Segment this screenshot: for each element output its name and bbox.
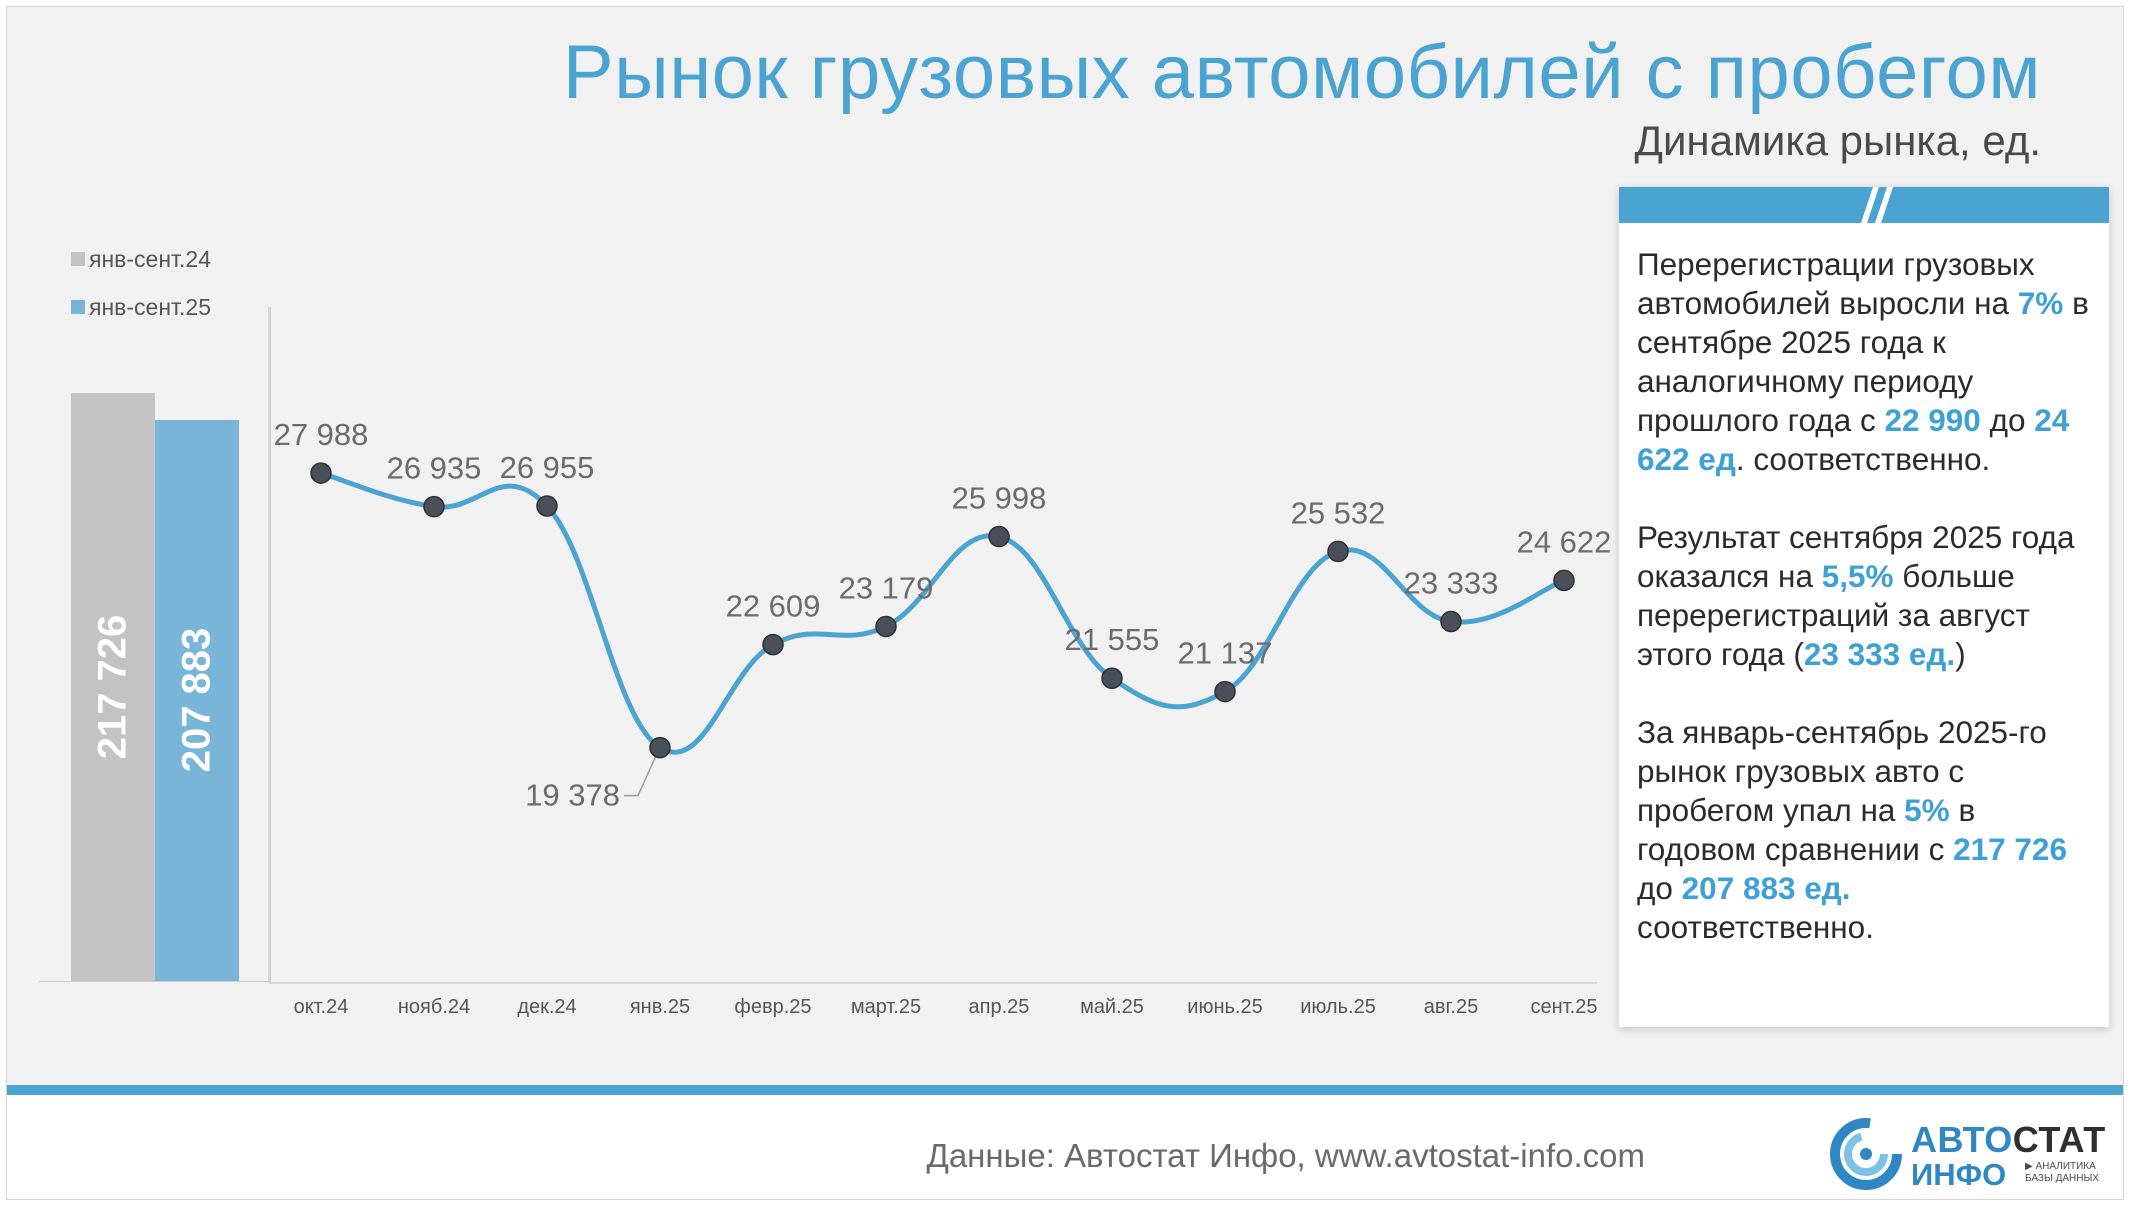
data-point xyxy=(536,495,558,517)
page-title: Рынок грузовых автомобилей с пробегом xyxy=(562,30,2041,115)
p3-highlight-pct: 5% xyxy=(1904,792,1950,828)
legend-swatch-curr xyxy=(71,300,85,314)
legend-swatch-prev xyxy=(71,252,85,266)
data-source: Данные: Автостат Инфо, www.avtostat-info… xyxy=(926,1137,1645,1174)
x-tick-label: март.25 xyxy=(851,996,921,1018)
footer: Данные: Автостат Инфо, www.avtostat-info… xyxy=(7,1095,2123,1199)
line-chart-svg: 27 988 26 935 26 955 19 378 22 609 23 179 25 9… xyxy=(268,307,1611,1018)
legend-item-curr: янв-сент.25 xyxy=(71,283,211,331)
data-point xyxy=(875,615,897,638)
logo-mark-icon xyxy=(1830,1118,1902,1190)
p3-text-3: соответственно. xyxy=(1637,909,1874,945)
x-tick-label: авг.25 xyxy=(1424,996,1478,1018)
data-point xyxy=(762,633,784,656)
p2-highlight-aug: 23 333 ед. xyxy=(1803,636,1956,672)
data-point xyxy=(1101,667,1123,689)
info-paragraph-1: Перерегистрации грузовых автомобилей выр… xyxy=(1637,245,2095,479)
p3-highlight-to: 207 883 ед. xyxy=(1681,870,1851,906)
data-label: 21 137 xyxy=(1178,636,1273,671)
x-tick-label: сент.25 xyxy=(1531,996,1598,1018)
logo-tagline-2: БАЗЫ ДАННЫХ xyxy=(2025,1173,2099,1184)
data-label: 26 955 xyxy=(500,450,595,485)
legend: янв-сент.24 янв-сент.25 xyxy=(71,235,211,331)
data-point xyxy=(310,462,332,484)
p1-text-3: . соответственно. xyxy=(1735,441,1991,477)
info-panel: Перерегистрации грузовых автомобилей выр… xyxy=(1619,187,2109,1027)
summary-bar-curr: 207 883 xyxy=(155,419,239,981)
info-panel-text: Перерегистрации грузовых автомобилей выр… xyxy=(1637,245,2095,986)
logo-wordmark-info: ИНФО xyxy=(1911,1157,2007,1192)
x-tick-label: май.25 xyxy=(1080,996,1144,1018)
legend-label-curr: янв-сент.25 xyxy=(89,293,211,320)
data-label: 19 378 xyxy=(525,778,620,813)
p2-text-1: больше перерегистраций за август этого г… xyxy=(1637,558,2030,672)
data-label: 25 998 xyxy=(952,481,1047,516)
legend-item-prev: янв-сент.24 xyxy=(71,235,211,283)
logo-wordmark-avto: АВТО xyxy=(1911,1119,2013,1160)
data-point xyxy=(1440,610,1462,633)
data-point xyxy=(649,736,671,759)
logo-wordmark: АВТОСТАТ xyxy=(1911,1119,2106,1161)
data-label: 24 622 xyxy=(1517,524,1612,559)
p1-text-1: в сентябре 2025 года к аналогичному пери… xyxy=(1637,285,2089,438)
data-label: 23 333 xyxy=(1404,566,1499,601)
info-paragraph-3: За январь-сентябрь 2025-го рынок грузовы… xyxy=(1637,713,2095,947)
x-tick-label: окт.24 xyxy=(294,996,349,1018)
p2-highlight-pct: 5,5% xyxy=(1821,558,1894,594)
summary-bar-curr-label: 207 883 xyxy=(174,628,219,773)
p2-text-0: Результат сентября 2025 года оказался на xyxy=(1637,519,2075,594)
logo: АВТОСТАТ ИНФО ▶ АНАЛИТИКА БАЗЫ ДАННЫХ xyxy=(1829,1117,2105,1193)
summary-bar-prev-label: 217 726 xyxy=(90,614,135,760)
x-tick-label: нояб.24 xyxy=(398,996,470,1018)
p1-highlight-to: 24 622 ед xyxy=(1637,402,2070,477)
p3-text-1: в годовом сравнении с xyxy=(1637,792,1976,867)
footer-divider xyxy=(7,1085,2123,1095)
slide: Рынок грузовых автомобилей с пробегом Ди… xyxy=(6,6,2124,1200)
data-point xyxy=(988,525,1010,548)
x-tick-label: июнь.25 xyxy=(1187,996,1262,1018)
p1-highlight-from: 22 990 xyxy=(1884,402,1981,438)
data-point xyxy=(1553,569,1575,592)
x-tick-label: июль.25 xyxy=(1300,996,1376,1018)
info-panel-header xyxy=(1619,187,2109,223)
data-label: 22 609 xyxy=(726,589,821,624)
summary-bar-chart: 217 726 207 883 xyxy=(39,307,271,982)
page-subtitle: Динамика рынка, ед. xyxy=(1634,117,2041,164)
p3-text-0: За январь-сентябрь 2025-го рынок грузовы… xyxy=(1637,714,2047,828)
data-label: 23 179 xyxy=(839,570,934,605)
line-chart: 27 988 26 935 26 955 19 378 22 609 23 179 25 9… xyxy=(257,297,1611,1018)
p1-text-0: Перерегистрации грузовых автомобилей выр… xyxy=(1637,246,2035,321)
data-label: 26 935 xyxy=(387,451,482,486)
data-point xyxy=(1327,540,1349,563)
summary-bar-prev: 217 726 xyxy=(71,393,155,981)
p3-text-2: до xyxy=(1637,870,1682,906)
logo-wordmark-stat: СТАТ xyxy=(2012,1119,2106,1160)
data-label: 21 555 xyxy=(1065,622,1160,657)
info-paragraph-2: Результат сентября 2025 года оказался на… xyxy=(1637,518,2095,674)
p3-highlight-from: 217 726 xyxy=(1953,831,2067,867)
data-label: 25 532 xyxy=(1291,495,1386,530)
x-tick-label: апр.25 xyxy=(969,996,1030,1018)
p2-text-2: ) xyxy=(1955,636,1966,672)
data-label: 27 988 xyxy=(274,417,369,452)
data-point xyxy=(1214,680,1236,703)
data-label-leader-line xyxy=(624,755,657,797)
x-tick-label: янв.25 xyxy=(630,996,690,1018)
slash-decoration-icon xyxy=(1861,187,1893,223)
logo-tagline-1: ▶ АНАЛИТИКА xyxy=(2025,1161,2096,1172)
x-tick-label: февр.25 xyxy=(734,996,811,1018)
x-tick-label: дек.24 xyxy=(517,996,576,1018)
data-point xyxy=(423,495,445,518)
logo-tagline: ▶ АНАЛИТИКА БАЗЫ ДАННЫХ xyxy=(2025,1161,2099,1185)
p1-text-2: до xyxy=(1980,402,2035,438)
p1-highlight-growth: 7% xyxy=(2017,285,2064,321)
legend-label-prev: янв-сент.24 xyxy=(89,245,211,272)
